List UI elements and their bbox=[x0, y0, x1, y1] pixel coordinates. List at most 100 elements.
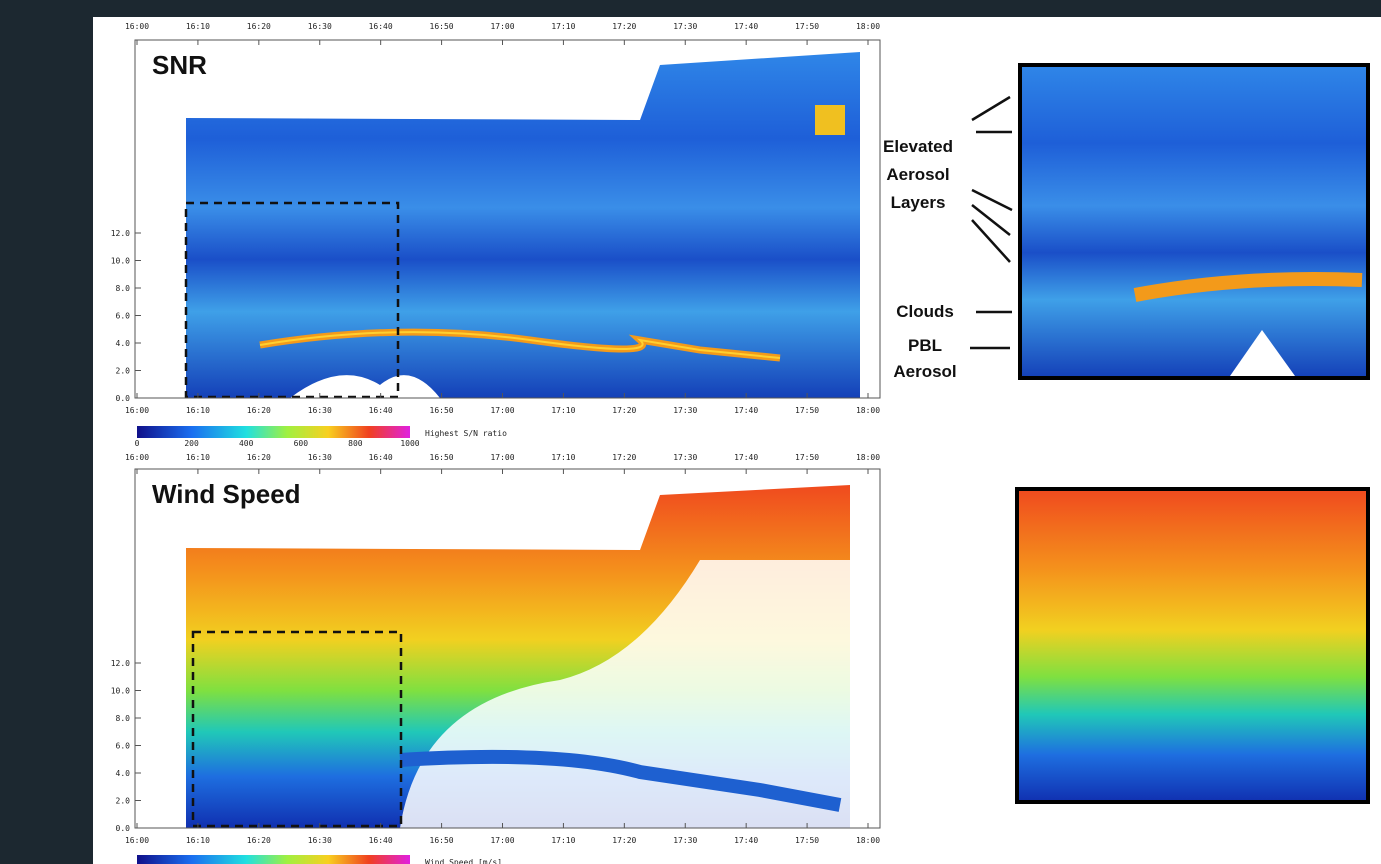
x-tick-label: 17:40 bbox=[734, 406, 758, 415]
x-tick-label: 16:10 bbox=[186, 453, 210, 462]
x-tick-label: 17:20 bbox=[612, 22, 636, 31]
x-tick-label: 17:40 bbox=[734, 453, 758, 462]
x-tick-label: 16:20 bbox=[247, 406, 271, 415]
x-tick-label: 17:30 bbox=[673, 453, 697, 462]
colorbar-tick-label: 600 bbox=[294, 439, 309, 448]
x-tick-label: 16:30 bbox=[308, 453, 332, 462]
wind-layer bbox=[399, 749, 842, 812]
x-tick-label: 16:50 bbox=[430, 453, 454, 462]
snr-inset bbox=[1018, 63, 1370, 380]
inset-cloud bbox=[1133, 272, 1363, 302]
x-tick-label: 16:00 bbox=[125, 453, 149, 462]
x-tick-label: 17:10 bbox=[551, 406, 575, 415]
x-tick-label: 18:00 bbox=[856, 836, 880, 845]
colorbar-tick-label: 0 bbox=[135, 439, 140, 448]
cloud-patch bbox=[815, 105, 845, 135]
x-tick-label: 17:00 bbox=[490, 406, 514, 415]
x-tick-label: 17:20 bbox=[612, 406, 636, 415]
colorbar-label: Wind Speed [m/s] bbox=[425, 858, 502, 864]
annotation: Elevated bbox=[883, 137, 953, 156]
colorbar-tick-label: 800 bbox=[348, 439, 363, 448]
panel-title: SNR bbox=[152, 50, 207, 80]
x-tick-label: 16:00 bbox=[125, 22, 149, 31]
x-tick-label: 16:40 bbox=[369, 406, 393, 415]
x-tick-label: 17:30 bbox=[673, 22, 697, 31]
x-tick-label: 17:50 bbox=[795, 836, 819, 845]
y-tick-label: 0.0 bbox=[116, 824, 131, 833]
x-tick-label: 16:40 bbox=[369, 836, 393, 845]
x-tick-label: 17:10 bbox=[551, 836, 575, 845]
x-tick-label: 17:50 bbox=[795, 406, 819, 415]
x-tick-label: 16:40 bbox=[369, 453, 393, 462]
x-tick-label: 16:10 bbox=[186, 22, 210, 31]
y-tick-label: 2.0 bbox=[116, 367, 131, 376]
x-tick-label: 17:50 bbox=[795, 22, 819, 31]
y-tick-label: 0.0 bbox=[116, 394, 131, 403]
x-tick-label: 16:50 bbox=[430, 406, 454, 415]
cloud-layer-core bbox=[259, 331, 781, 359]
x-tick-label: 16:20 bbox=[247, 453, 271, 462]
x-tick-label: 17:00 bbox=[490, 22, 514, 31]
x-tick-label: 16:40 bbox=[369, 22, 393, 31]
y-tick-label: 10.0 bbox=[111, 687, 130, 696]
x-tick-label: 18:00 bbox=[856, 22, 880, 31]
colorbar-tick-label: 400 bbox=[239, 439, 254, 448]
blank-area bbox=[290, 375, 440, 398]
x-tick-label: 17:30 bbox=[673, 406, 697, 415]
plot-frame bbox=[134, 468, 881, 829]
wind-inset bbox=[1015, 487, 1370, 804]
annotation: PBL bbox=[908, 336, 942, 355]
y-tick-label: 6.0 bbox=[116, 742, 131, 751]
arrows bbox=[970, 95, 1013, 350]
x-tick-label: 17:30 bbox=[673, 836, 697, 845]
x-tick-label: 17:00 bbox=[490, 453, 514, 462]
x-tick-label: 17:40 bbox=[734, 836, 758, 845]
x-tick-label: 17:40 bbox=[734, 22, 758, 31]
x-tick-label: 16:30 bbox=[308, 406, 332, 415]
panel-title: Wind Speed bbox=[152, 479, 301, 509]
colorbar-tick-label: 200 bbox=[184, 439, 199, 448]
y-tick-label: 6.0 bbox=[116, 312, 131, 321]
x-tick-label: 16:30 bbox=[308, 836, 332, 845]
x-tick-label: 16:50 bbox=[430, 836, 454, 845]
y-tick-label: 2.0 bbox=[116, 797, 131, 806]
x-tick-label: 18:00 bbox=[856, 406, 880, 415]
y-tick-label: 8.0 bbox=[116, 284, 131, 293]
colorbar bbox=[137, 855, 410, 864]
x-tick-label: 16:20 bbox=[247, 836, 271, 845]
x-tick-label: 17:20 bbox=[612, 836, 636, 845]
x-tick-label: 16:50 bbox=[430, 22, 454, 31]
annotation: Aerosol bbox=[886, 165, 949, 184]
x-tick-label: 16:00 bbox=[125, 836, 149, 845]
colorbar bbox=[137, 426, 410, 438]
x-tick-label: 16:00 bbox=[125, 406, 149, 415]
y-tick-label: 10.0 bbox=[111, 257, 130, 266]
x-tick-label: 17:50 bbox=[795, 453, 819, 462]
x-tick-label: 16:10 bbox=[186, 836, 210, 845]
y-tick-label: 4.0 bbox=[116, 339, 131, 348]
x-tick-label: 17:10 bbox=[551, 22, 575, 31]
snr-field bbox=[186, 52, 860, 398]
plot-frame bbox=[134, 39, 881, 399]
y-tick-label: 8.0 bbox=[116, 714, 131, 723]
x-tick-label: 18:00 bbox=[856, 453, 880, 462]
x-tick-label: 17:10 bbox=[551, 453, 575, 462]
colorbar-label: Highest S/N ratio bbox=[425, 429, 507, 438]
blank-area bbox=[1230, 330, 1295, 376]
zoom-box bbox=[184, 201, 400, 399]
y-tick-label: 12.0 bbox=[111, 659, 130, 668]
x-tick-label: 16:30 bbox=[308, 22, 332, 31]
annotation: Clouds bbox=[896, 302, 954, 321]
y-tick-label: 12.0 bbox=[111, 229, 130, 238]
y-tick-label: 4.0 bbox=[116, 769, 131, 778]
zoom-box bbox=[191, 630, 403, 828]
x-tick-label: 16:20 bbox=[247, 22, 271, 31]
annotation: Aerosol bbox=[893, 362, 956, 381]
x-tick-label: 16:10 bbox=[186, 406, 210, 415]
annotation: Layers bbox=[891, 193, 946, 212]
colorbar-tick-label: 1000 bbox=[400, 439, 419, 448]
x-tick-label: 17:00 bbox=[490, 836, 514, 845]
x-tick-label: 17:20 bbox=[612, 453, 636, 462]
